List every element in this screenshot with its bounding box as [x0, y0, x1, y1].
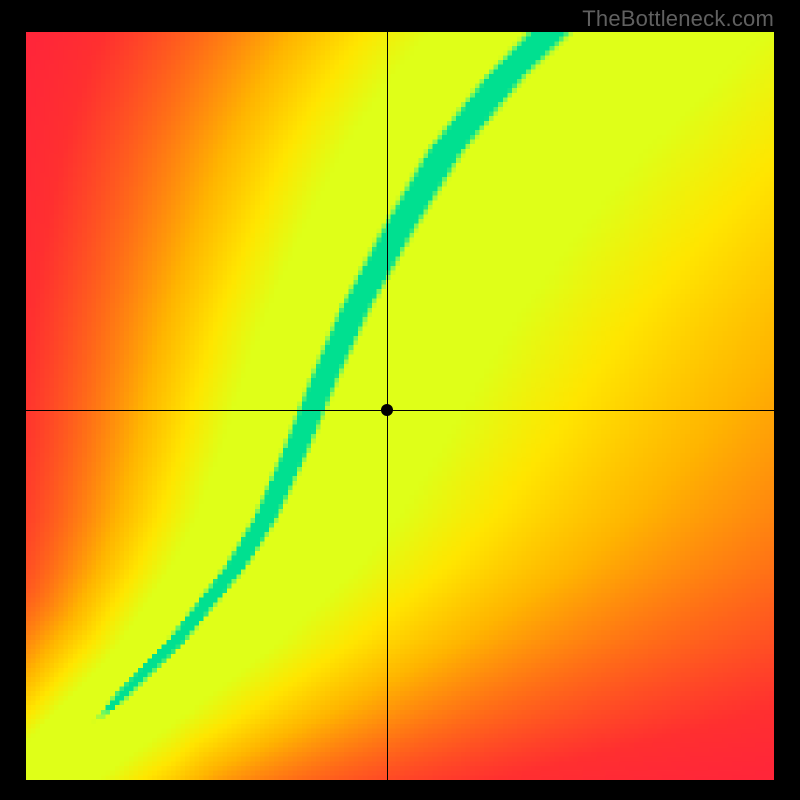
heatmap-canvas	[26, 32, 774, 780]
watermark-text: TheBottleneck.com	[582, 6, 774, 32]
plot-area	[26, 32, 774, 780]
crosshair-point	[381, 404, 393, 416]
chart-container: TheBottleneck.com	[0, 0, 800, 800]
crosshair-horizontal	[26, 410, 774, 412]
